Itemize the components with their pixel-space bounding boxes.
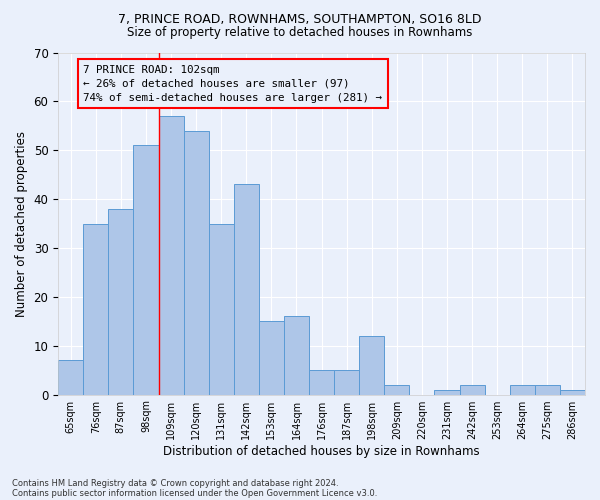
Text: 7 PRINCE ROAD: 102sqm
← 26% of detached houses are smaller (97)
74% of semi-deta: 7 PRINCE ROAD: 102sqm ← 26% of detached …	[83, 64, 382, 102]
Bar	[460, 385, 485, 394]
Bar	[359, 336, 384, 394]
Bar	[109, 209, 133, 394]
Bar	[158, 116, 184, 394]
Bar	[560, 390, 585, 394]
Bar	[209, 224, 234, 394]
Bar	[334, 370, 359, 394]
Bar	[309, 370, 334, 394]
Text: Contains public sector information licensed under the Open Government Licence v3: Contains public sector information licen…	[12, 488, 377, 498]
Bar	[284, 316, 309, 394]
Text: Contains HM Land Registry data © Crown copyright and database right 2024.: Contains HM Land Registry data © Crown c…	[12, 478, 338, 488]
Bar	[434, 390, 460, 394]
Bar	[510, 385, 535, 394]
Bar	[234, 184, 259, 394]
Bar	[133, 146, 158, 394]
Y-axis label: Number of detached properties: Number of detached properties	[15, 130, 28, 316]
Text: Size of property relative to detached houses in Rownhams: Size of property relative to detached ho…	[127, 26, 473, 39]
Bar	[184, 130, 209, 394]
Bar	[384, 385, 409, 394]
Bar	[535, 385, 560, 394]
Bar	[58, 360, 83, 394]
Text: 7, PRINCE ROAD, ROWNHAMS, SOUTHAMPTON, SO16 8LD: 7, PRINCE ROAD, ROWNHAMS, SOUTHAMPTON, S…	[118, 12, 482, 26]
X-axis label: Distribution of detached houses by size in Rownhams: Distribution of detached houses by size …	[163, 444, 480, 458]
Bar	[259, 322, 284, 394]
Bar	[83, 224, 109, 394]
